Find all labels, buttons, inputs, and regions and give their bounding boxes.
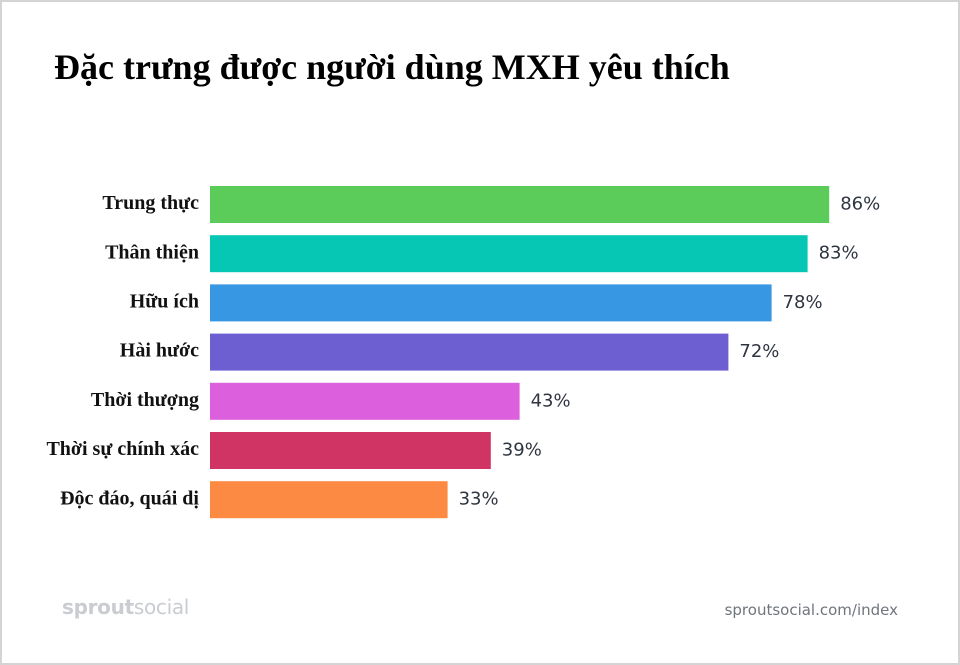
bar-6 — [210, 481, 448, 519]
category-label-1: Thân thiện — [105, 241, 199, 263]
value-label-2: 78% — [783, 292, 823, 313]
bar-1 — [210, 235, 808, 273]
category-label-4: Thời thượng — [91, 389, 199, 411]
category-label-0: Trung thực — [102, 192, 199, 214]
chart-title: Đặc trưng được người dùng MXH yêu thích — [54, 47, 730, 87]
category-label-6: Độc đáo, quái dị — [60, 487, 199, 509]
value-label-4: 43% — [531, 390, 571, 411]
value-label-0: 86% — [840, 194, 880, 215]
bar-2 — [210, 284, 772, 322]
category-label-5: Thời sự chính xác — [46, 438, 199, 460]
logo-text-social: social — [133, 595, 190, 619]
category-label-2: Hữu ích — [130, 290, 199, 312]
source-url: sproutsocial.com/index — [724, 601, 898, 619]
bar-3 — [210, 333, 729, 371]
value-label-6: 33% — [459, 489, 499, 510]
value-label-1: 83% — [819, 243, 859, 264]
bar-0 — [210, 186, 830, 223]
logo-text-sprout: sprout — [62, 595, 134, 619]
bar-4 — [210, 382, 520, 420]
sproutsocial-logo: sproutsocial — [62, 595, 189, 619]
category-label-3: Hài hước — [120, 340, 199, 362]
value-label-3: 72% — [739, 341, 779, 362]
value-label-5: 39% — [502, 440, 542, 461]
bar-5 — [210, 432, 491, 469]
